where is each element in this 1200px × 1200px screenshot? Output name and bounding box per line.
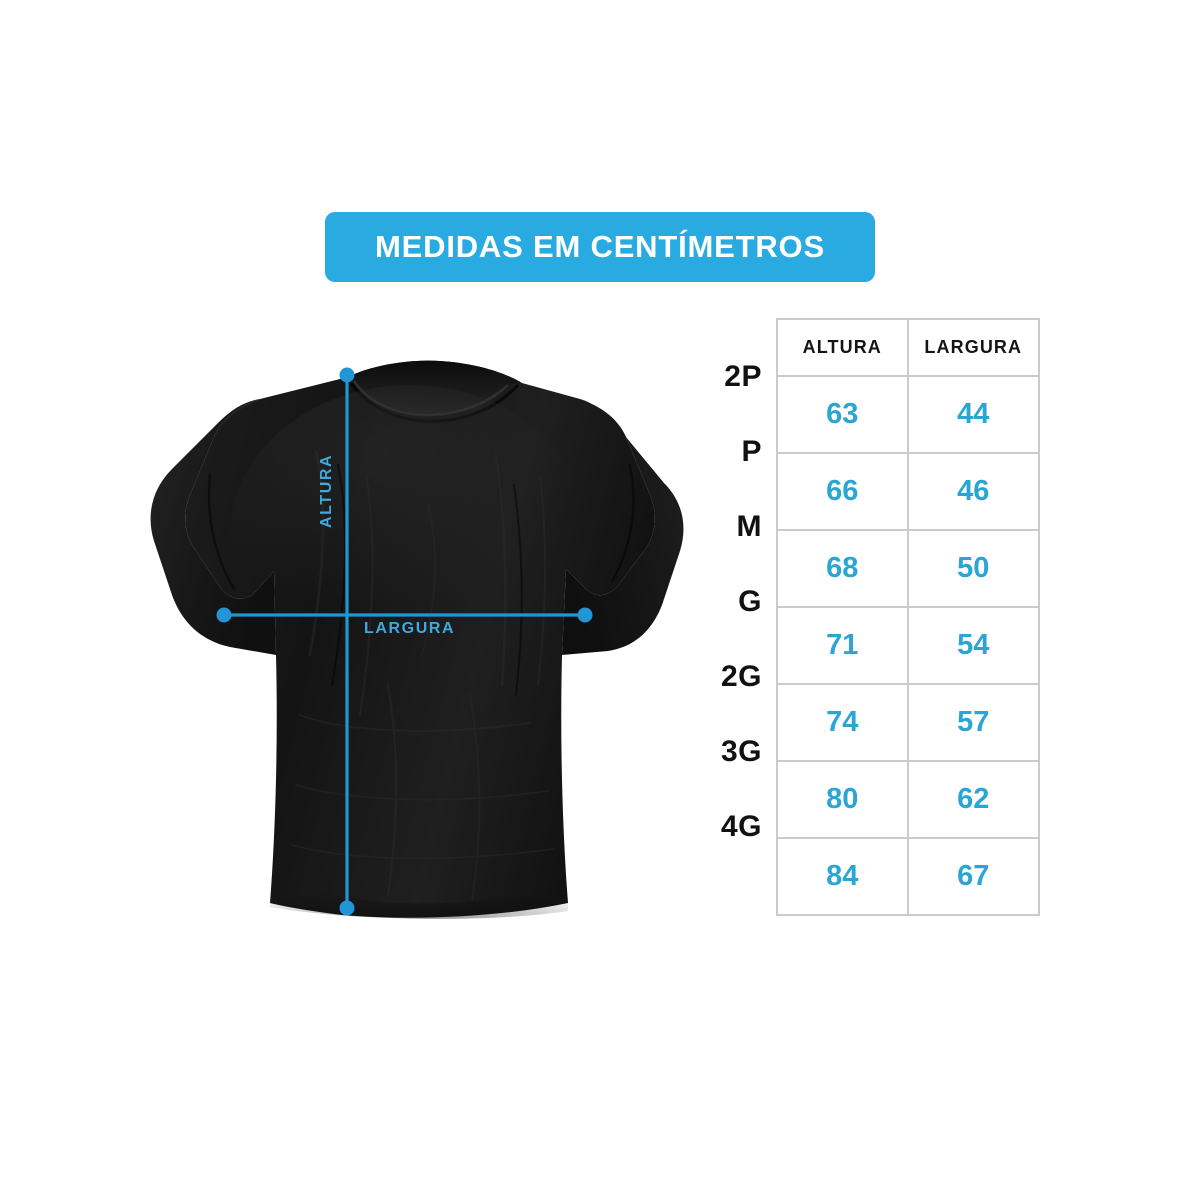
cell-altura: 74 <box>776 683 909 762</box>
size-label-m: M <box>736 510 762 543</box>
table-row: 80 62 <box>776 760 1041 839</box>
table-row: 71 54 <box>776 606 1041 685</box>
cell-altura: 66 <box>776 452 909 531</box>
cell-largura: 50 <box>906 529 1041 608</box>
size-label-g: G <box>738 585 762 618</box>
table-header-row: ALTURA LARGURA <box>776 318 1041 377</box>
cell-largura: 67 <box>906 837 1041 916</box>
cell-altura: 80 <box>776 760 909 839</box>
tshirt-image <box>110 355 710 935</box>
column-header-altura: ALTURA <box>776 318 909 377</box>
cell-largura: 46 <box>906 452 1041 531</box>
cell-altura: 84 <box>776 837 909 916</box>
size-label-2g: 2G <box>720 660 762 693</box>
cell-largura: 62 <box>906 760 1041 839</box>
cell-largura: 57 <box>906 683 1041 762</box>
size-chart: 2P P M G 2G 3G 4G ALTURA LARGURA 63 44 6… <box>690 318 1041 938</box>
cell-altura: 71 <box>776 606 909 685</box>
size-label-2p: 2P <box>724 360 762 393</box>
size-label-3g: 3G <box>720 735 762 768</box>
cell-altura: 68 <box>776 529 909 608</box>
cell-largura: 44 <box>906 375 1041 454</box>
banner-title: MEDIDAS EM CENTÍMETROS <box>375 229 825 264</box>
column-header-largura: LARGURA <box>906 318 1041 377</box>
cell-altura: 63 <box>776 375 909 454</box>
cell-largura: 54 <box>906 606 1041 685</box>
size-label-p: P <box>741 435 762 468</box>
table-row: 74 57 <box>776 683 1041 762</box>
table-row: 66 46 <box>776 452 1041 531</box>
measurements-table: ALTURA LARGURA 63 44 66 46 68 50 71 54 7 <box>776 318 1041 916</box>
table-row: 84 67 <box>776 837 1041 916</box>
size-label-4g: 4G <box>720 810 762 843</box>
table-row: 68 50 <box>776 529 1041 608</box>
measurements-banner: MEDIDAS EM CENTÍMETROS <box>325 212 875 282</box>
table-row: 63 44 <box>776 375 1041 454</box>
